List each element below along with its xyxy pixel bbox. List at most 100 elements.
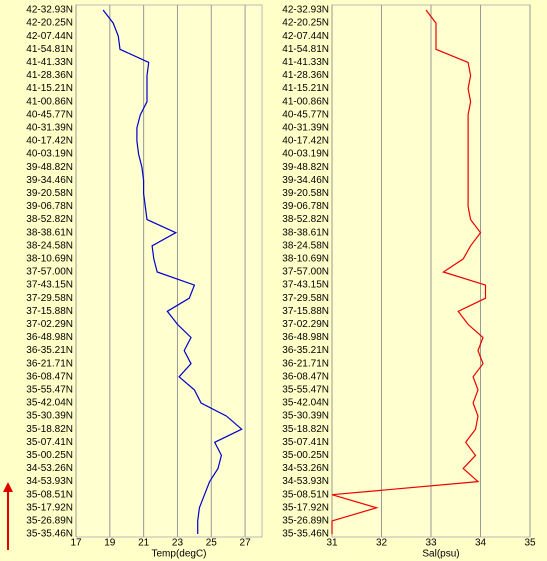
x-tick-label: 31: [326, 538, 338, 549]
y-tick-label: 35-18.82N: [282, 424, 329, 435]
x-tick-label: 32: [376, 538, 388, 549]
y-tick-label: 35-35.46N: [26, 529, 73, 540]
y-tick-label: 37-43.15N: [282, 280, 329, 291]
y-tick-label: 35-30.39N: [282, 411, 329, 422]
y-tick-label: 41-00.86N: [26, 96, 73, 107]
y-tick-label: 35-17.92N: [26, 502, 73, 513]
y-tick-label: 35-00.25N: [282, 450, 329, 461]
y-tick-label: 35-08.51N: [26, 489, 73, 500]
data-line: [331, 9, 487, 534]
y-tick-label: 40-03.19N: [26, 149, 73, 160]
y-tick-label: 35-30.39N: [26, 411, 73, 422]
y-tick-label: 41-15.21N: [26, 83, 73, 94]
y-tick-label: 41-15.21N: [282, 83, 329, 94]
y-tick-label: 37-57.00N: [26, 267, 73, 278]
y-tick-label: 36-21.71N: [26, 358, 73, 369]
x-tick-label: 34: [475, 538, 487, 549]
x-tick-label: 23: [172, 538, 184, 549]
y-tick-label: 34-53.93N: [26, 476, 73, 487]
plot-area: [75, 4, 263, 538]
x-axis-label: Sal(psu): [422, 549, 459, 560]
y-tick-label: 36-48.98N: [282, 332, 329, 343]
y-tick-label: 34-53.26N: [282, 463, 329, 474]
y-tick-label: 42-32.93N: [26, 5, 73, 16]
y-tick-label: 35-07.41N: [282, 437, 329, 448]
y-tick-label: 35-55.47N: [26, 385, 73, 396]
y-tick-label: 37-57.00N: [282, 267, 329, 278]
y-tick-label: 38-24.58N: [282, 240, 329, 251]
y-tick-label: 35-07.41N: [26, 437, 73, 448]
y-tick-label: 37-02.29N: [26, 319, 73, 330]
y-tick-label: 39-48.82N: [26, 162, 73, 173]
x-tick-label: 33: [425, 538, 437, 549]
y-tick-label: 42-32.93N: [282, 5, 329, 16]
y-tick-label: 38-38.61N: [26, 227, 73, 238]
y-tick-label: 34-53.93N: [282, 476, 329, 487]
x-tick-label: 25: [206, 538, 218, 549]
arrow-head: [3, 482, 13, 492]
y-tick-label: 37-29.58N: [282, 293, 329, 304]
y-tick-label: 42-07.44N: [282, 31, 329, 42]
y-tick-label: 34-53.26N: [26, 463, 73, 474]
y-tick-label: 39-34.46N: [282, 175, 329, 186]
y-tick-label: 41-41.33N: [26, 57, 73, 68]
y-tick-label: 36-08.47N: [282, 371, 329, 382]
y-tick-label: 36-48.98N: [26, 332, 73, 343]
y-tick-label: 38-52.82N: [282, 214, 329, 225]
y-tick-label: 37-02.29N: [282, 319, 329, 330]
y-tick-label: 40-03.19N: [282, 149, 329, 160]
y-tick-label: 38-10.69N: [26, 254, 73, 265]
data-line: [102, 9, 243, 534]
y-tick-label: 38-52.82N: [26, 214, 73, 225]
y-tick-label: 35-18.82N: [26, 424, 73, 435]
y-tick-label: 39-34.46N: [26, 175, 73, 186]
x-tick-label: 19: [104, 538, 116, 549]
y-tick-label: 41-00.86N: [282, 96, 329, 107]
y-tick-label: 35-42.04N: [282, 398, 329, 409]
y-tick-label: 37-29.58N: [26, 293, 73, 304]
y-tick-label: 37-15.88N: [26, 306, 73, 317]
y-tick-label: 35-26.89N: [282, 516, 329, 527]
y-tick-label: 42-20.25N: [26, 18, 73, 29]
y-tick-label: 39-20.58N: [282, 188, 329, 199]
y-tick-label: 35-35.46N: [282, 529, 329, 540]
y-tick-label: 41-54.81N: [282, 44, 329, 55]
y-tick-label: 41-28.36N: [26, 70, 73, 81]
y-tick-label: 36-35.21N: [282, 345, 329, 356]
y-tick-label: 35-00.25N: [26, 450, 73, 461]
y-tick-label: 35-55.47N: [282, 385, 329, 396]
y-tick-label: 37-43.15N: [26, 280, 73, 291]
y-tick-label: 40-31.39N: [282, 123, 329, 134]
y-tick-label: 36-35.21N: [26, 345, 73, 356]
y-tick-label: 35-17.92N: [282, 502, 329, 513]
y-tick-label: 40-45.77N: [282, 109, 329, 120]
y-tick-label: 38-24.58N: [26, 240, 73, 251]
y-tick-label: 35-26.89N: [26, 516, 73, 527]
y-tick-label: 39-20.58N: [26, 188, 73, 199]
x-axis-label: Temp(degC): [151, 549, 206, 560]
y-tick-label: 42-07.44N: [26, 31, 73, 42]
x-tick-label: 35: [524, 538, 536, 549]
y-tick-label: 39-06.78N: [282, 201, 329, 212]
y-tick-label: 36-21.71N: [282, 358, 329, 369]
y-tick-label: 41-28.36N: [282, 70, 329, 81]
y-tick-label: 41-41.33N: [282, 57, 329, 68]
x-tick-label: 17: [70, 538, 82, 549]
y-tick-label: 38-38.61N: [282, 227, 329, 238]
y-tick-label: 35-42.04N: [26, 398, 73, 409]
x-tick-label: 21: [138, 538, 150, 549]
y-tick-label: 38-10.69N: [282, 254, 329, 265]
y-tick-label: 40-31.39N: [26, 123, 73, 134]
y-tick-label: 39-06.78N: [26, 201, 73, 212]
y-tick-label: 40-17.42N: [26, 136, 73, 147]
y-tick-label: 35-08.51N: [282, 489, 329, 500]
y-tick-label: 36-08.47N: [26, 371, 73, 382]
y-tick-label: 39-48.82N: [282, 162, 329, 173]
y-tick-label: 42-20.25N: [282, 18, 329, 29]
y-tick-label: 37-15.88N: [282, 306, 329, 317]
y-tick-label: 40-17.42N: [282, 136, 329, 147]
x-tick-label: 27: [240, 538, 252, 549]
y-tick-label: 41-54.81N: [26, 44, 73, 55]
